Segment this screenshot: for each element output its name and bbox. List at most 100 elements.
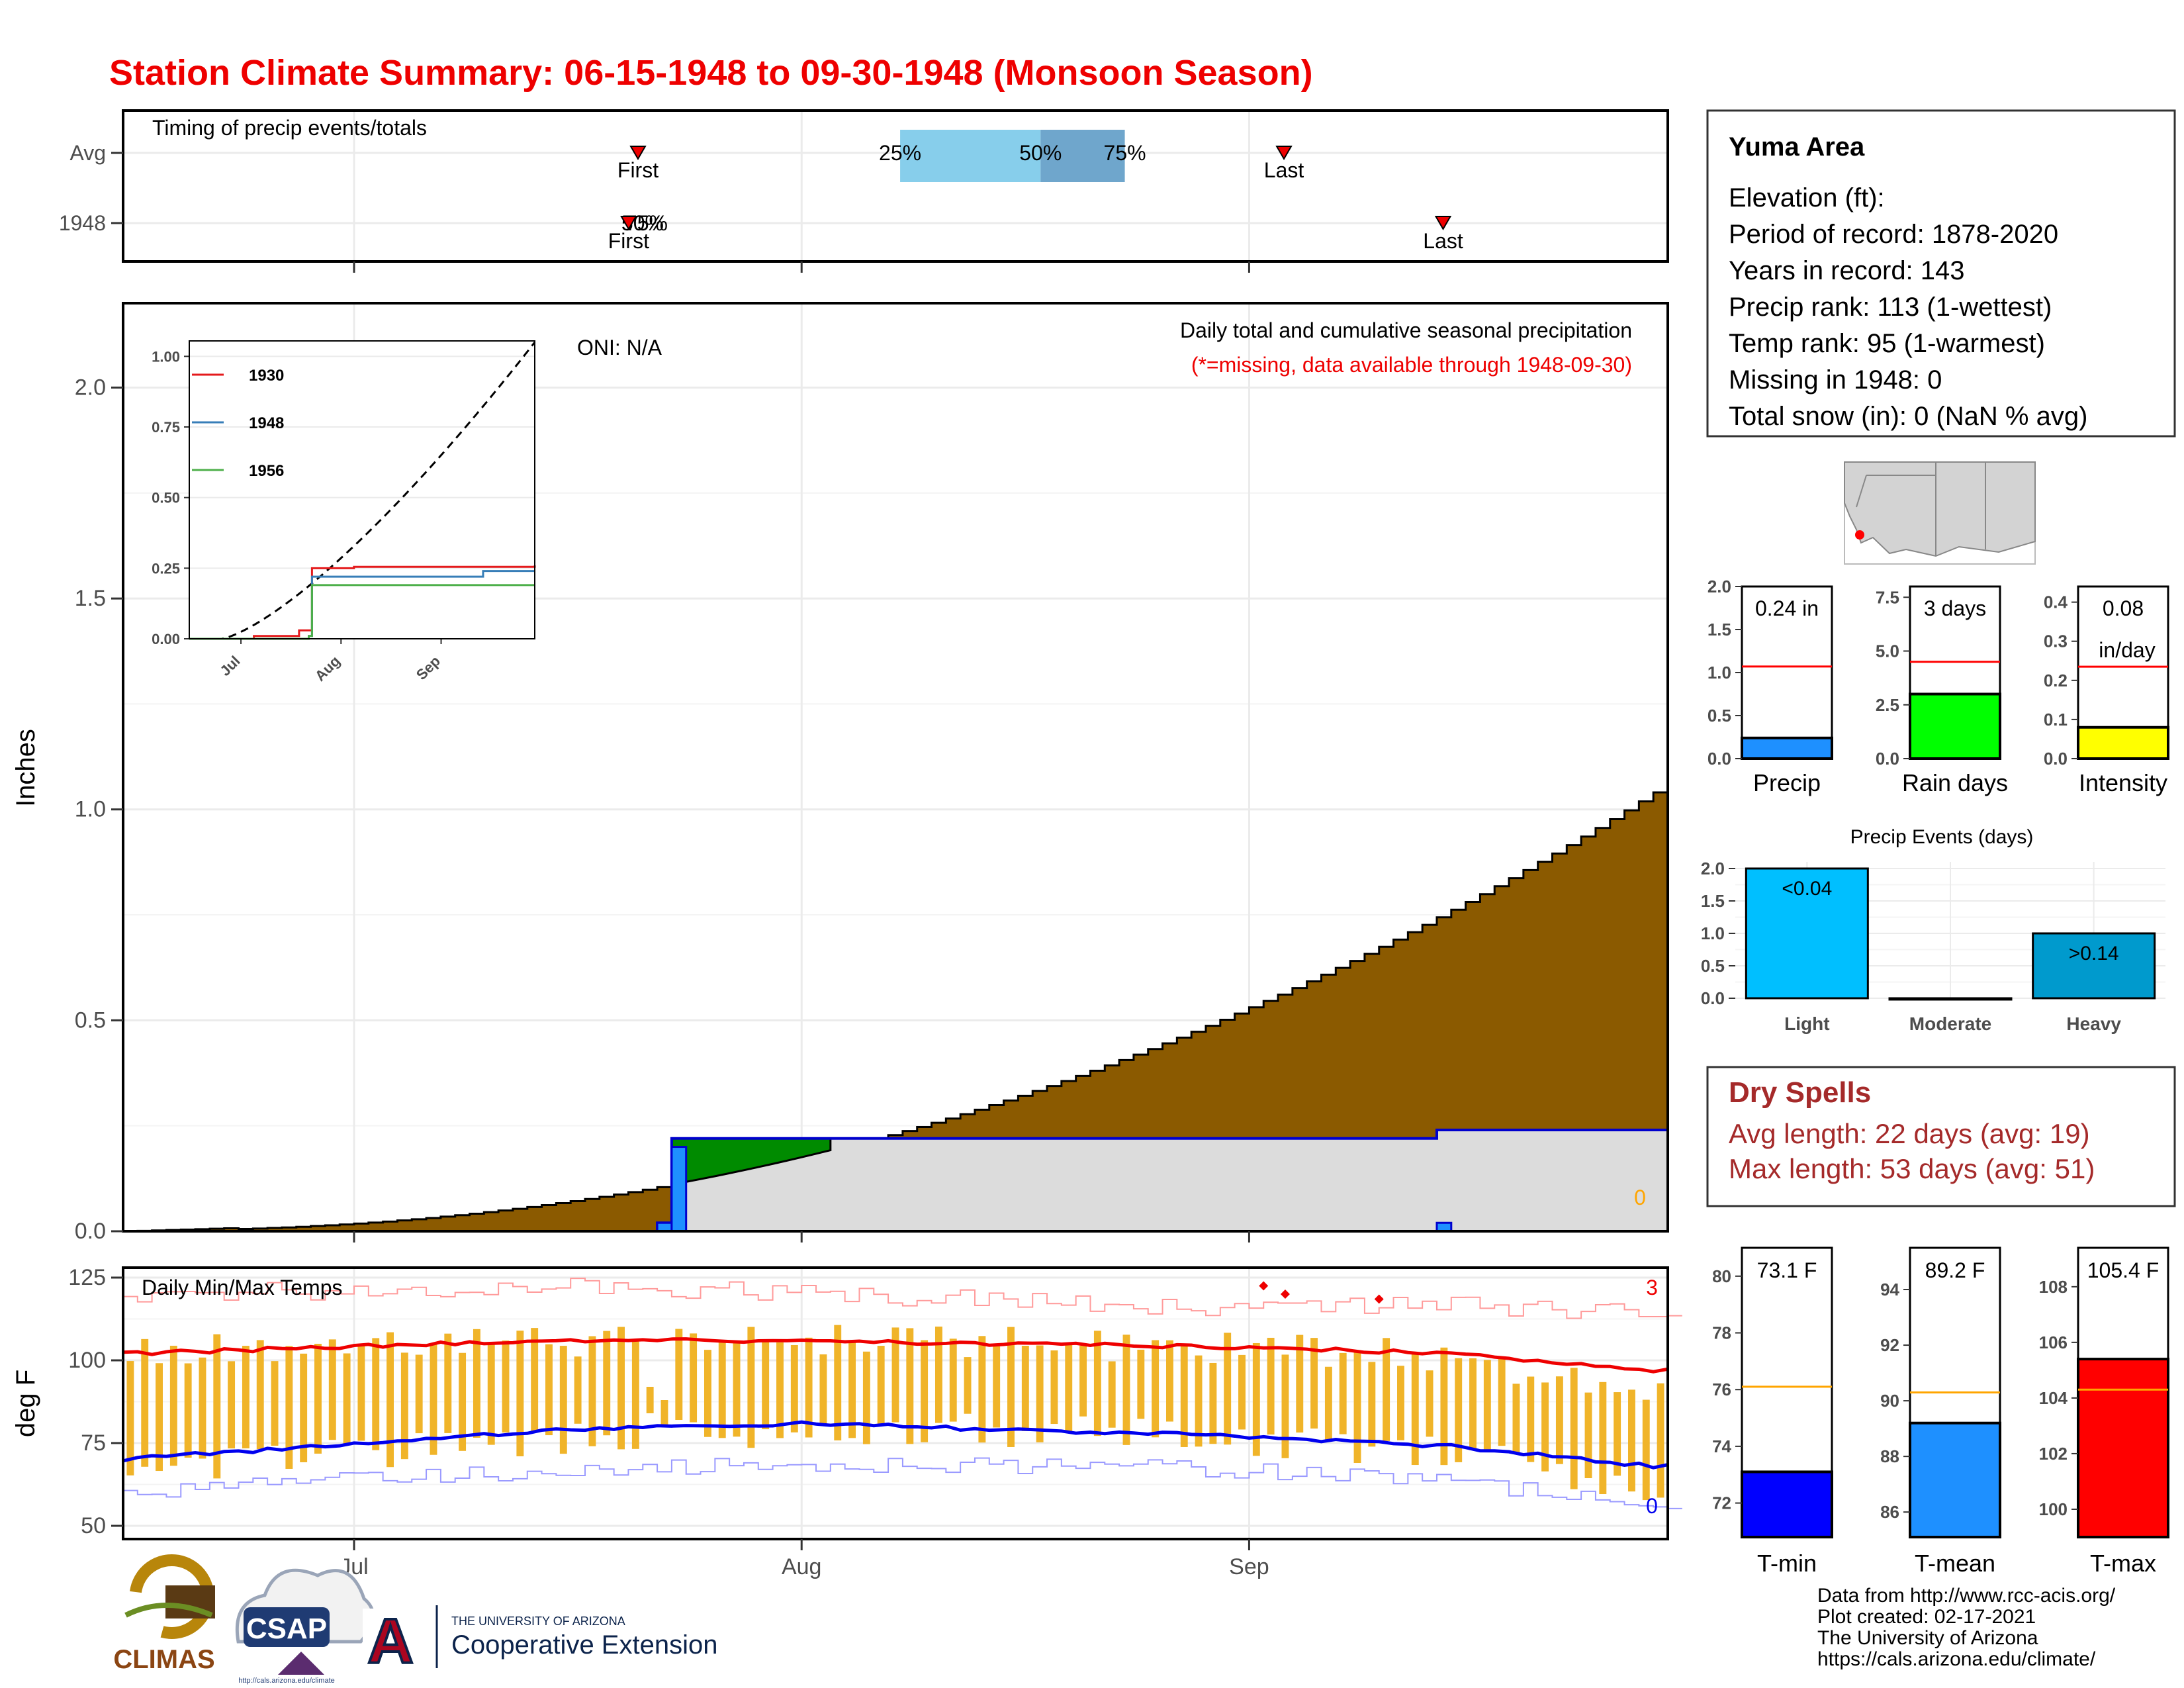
daily-temp-bar: [1483, 1360, 1491, 1452]
summary-bar-label: Rain days: [1902, 769, 2008, 796]
event-category-label: Light: [1784, 1013, 1829, 1034]
ua-logo: A THE UNIVERSITY OF ARIZONA Cooperative …: [363, 1605, 717, 1678]
daily-temp-bar: [285, 1346, 293, 1469]
temp-summary-fill: [1909, 1421, 2001, 1539]
month-label: Aug: [782, 1554, 822, 1579]
timing-row-label-avg: Avg: [69, 141, 106, 165]
daily-temp-bar: [256, 1340, 264, 1450]
daily-temp-bar: [690, 1333, 698, 1423]
station-info-line: Temp rank: 95 (1-warmest): [1729, 329, 2045, 358]
event-bar-label: >0.14: [2069, 943, 2119, 964]
daily-temp-bar: [906, 1328, 914, 1444]
temp-summary-ytick: 72: [1712, 1493, 1731, 1513]
temp-summary-ytick: 90: [1880, 1391, 1899, 1411]
daily-temp-bar: [646, 1387, 654, 1413]
daily-temp-bar: [328, 1339, 336, 1440]
timing-q25-q50-band: [900, 130, 1041, 182]
daily-temp-bar: [1152, 1340, 1160, 1438]
daily-temp-bar: [603, 1331, 611, 1436]
daily-temp-bar: [993, 1346, 1001, 1428]
station-location-marker: [1855, 530, 1864, 539]
summary-bar-ytick: 1.0: [1707, 663, 1731, 682]
daily-temp-bar: [762, 1341, 770, 1430]
daily-temp-bar: [1122, 1335, 1130, 1445]
temp-ytick-label: 125: [68, 1265, 106, 1290]
temp-ylabel: deg F: [11, 1370, 40, 1437]
daily-temp-bar: [228, 1361, 236, 1449]
daily-temp-bar: [1383, 1338, 1390, 1441]
timing-1948-last-marker: [1434, 216, 1452, 230]
above-average-area: [670, 1137, 832, 1186]
daily-temp-bar: [1440, 1347, 1448, 1466]
timing-1948-first-marker: [620, 216, 637, 230]
record-max-marker: [1374, 1294, 1384, 1304]
daily-temp-bar: [805, 1337, 813, 1438]
daily-temp-bar: [1469, 1358, 1477, 1450]
event-ytick: 1.0: [1701, 923, 1725, 943]
summary-bar-fill: [1909, 692, 2001, 760]
timing-avg-last-label: Last: [1264, 158, 1304, 182]
daily-temp-bar: [156, 1363, 163, 1472]
daily-temp-bar: [141, 1338, 149, 1467]
footer-line: Data from http://www.rcc-acis.org/: [1817, 1585, 2116, 1607]
csap-logo-url: http://cals.arizona.edu/climate: [238, 1677, 335, 1685]
summary-bar-ytick: 0.0: [1876, 749, 1899, 769]
temp-summary-ytick: 78: [1712, 1323, 1731, 1343]
daily-temp-bar: [1339, 1352, 1347, 1434]
temp-summary-label: T-mean: [1915, 1550, 1995, 1577]
daily-temp-bar: [1628, 1389, 1635, 1492]
daily-temp-bar: [1642, 1399, 1650, 1501]
temp-ytick-label: 100: [68, 1348, 106, 1373]
event-ytick: 0.0: [1701, 988, 1725, 1008]
event-bar-moderate: [1888, 997, 2013, 1001]
temp-summary-ytick: 92: [1880, 1335, 1899, 1355]
daily-temp-bar: [617, 1327, 625, 1450]
daily-precip-bar: [670, 1146, 688, 1233]
daily-temp-bar: [949, 1338, 957, 1422]
summary-bar-ytick: 1.5: [1707, 620, 1731, 639]
temp-ytick-label: 75: [81, 1430, 106, 1456]
event-ytick: 2.0: [1701, 859, 1725, 878]
temp-summary-ytick: 80: [1712, 1266, 1731, 1286]
daily-temp-bar: [1353, 1350, 1361, 1464]
ua-logo-big: Cooperative Extension: [451, 1630, 717, 1660]
daily-temp-bar: [1036, 1345, 1044, 1442]
summary-bar-precip: 0.24 in Precip 0.0 0.5 1.0 1.5 2.0: [1707, 577, 1833, 796]
summary-bar-label: Precip: [1753, 769, 1821, 796]
daily-temp-bar: [1657, 1383, 1664, 1498]
daily-temp-bar: [1137, 1349, 1145, 1419]
daily-temp-bar: [242, 1346, 250, 1448]
daily-temp-bar: [964, 1357, 972, 1414]
daily-temp-bar: [1527, 1376, 1535, 1462]
daily-temp-bar: [1224, 1333, 1232, 1445]
precip-subtitle: Daily total and cumulative seasonal prec…: [1180, 318, 1632, 342]
location-map: [1844, 461, 2036, 565]
daily-temp-bar: [1455, 1358, 1463, 1462]
daily-temp-bar: [531, 1328, 539, 1432]
summary-bar-intensity: 0.08 in/day Intensity 0.0 0.1 0.2 0.3 0.4: [2044, 585, 2169, 796]
daily-temp-bar: [718, 1341, 726, 1438]
record-min-line: [123, 1457, 1682, 1509]
daily-temp-bar: [169, 1345, 177, 1466]
temp-summary-ytick: 74: [1712, 1436, 1731, 1456]
event-bar-heavy: [2032, 932, 2156, 1000]
daily-temp-bar: [921, 1340, 929, 1442]
daily-temp-bar: [314, 1344, 322, 1454]
daily-temp-bar: [1324, 1366, 1332, 1440]
dry-avg-length: Avg length: 22 days (avg: 19): [1729, 1118, 2090, 1149]
footer-credits: Data from http://www.rcc-acis.org/Plot c…: [1817, 1585, 2116, 1670]
daily-temp-bar: [675, 1329, 683, 1421]
daily-temp-bar: [1310, 1338, 1318, 1429]
daily-temp-bar: [790, 1344, 798, 1432]
precip-ytick-label: 0.5: [75, 1008, 106, 1033]
daily-temp-bar: [733, 1342, 741, 1437]
daily-temp-bar: [473, 1329, 480, 1438]
event-ytick: 1.5: [1701, 891, 1725, 911]
temp-summary-ytick: 94: [1880, 1280, 1899, 1299]
daily-temp-bar: [1050, 1350, 1058, 1425]
inset-ytick-label: 0.25: [152, 560, 180, 577]
station-info-line: Period of record: 1878-2020: [1729, 220, 2058, 249]
daily-temp-bar: [430, 1343, 437, 1455]
summary-bar-ytick: 2.5: [1876, 695, 1899, 715]
